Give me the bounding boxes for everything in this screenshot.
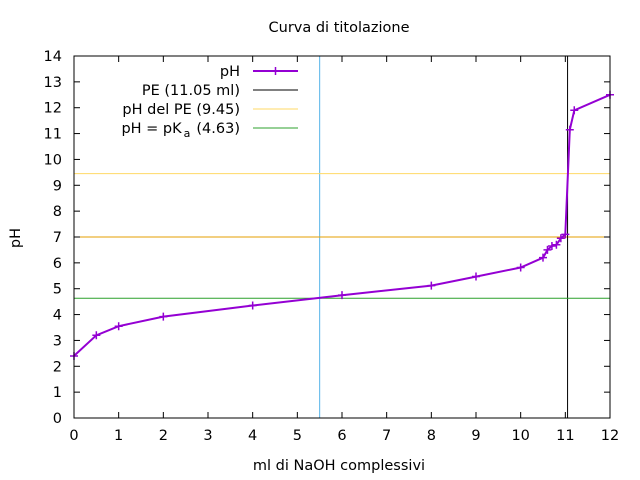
legend-label-subscript: a xyxy=(184,127,191,140)
data-point-marker xyxy=(338,291,346,300)
x-tick-label: 4 xyxy=(248,428,257,444)
data-point-marker xyxy=(159,312,168,321)
y-tick-label: 6 xyxy=(53,256,62,272)
legend-label: pH xyxy=(220,64,240,80)
y-tick-label: 7 xyxy=(53,230,62,246)
data-point-marker xyxy=(556,234,565,243)
x-tick-label: 5 xyxy=(293,428,302,444)
x-tick-label: 0 xyxy=(69,428,78,444)
y-tick-label: 14 xyxy=(44,49,62,65)
data-point-marker xyxy=(547,242,556,251)
y-tick-label: 2 xyxy=(53,359,62,375)
y-tick-label: 12 xyxy=(44,101,62,117)
x-tick-label: 2 xyxy=(159,428,168,444)
y-tick-label: 10 xyxy=(44,152,62,168)
legend-label: pH del PE (9.45) xyxy=(122,102,240,118)
data-point-marker xyxy=(561,230,570,239)
data-point-marker xyxy=(539,253,547,262)
y-tick-label: 5 xyxy=(53,282,62,298)
y-tick-label: 0 xyxy=(53,411,62,427)
x-tick-label: 12 xyxy=(601,428,619,444)
legend-label-suffix: (4.63) xyxy=(196,121,240,137)
y-tick-label: 1 xyxy=(53,385,62,401)
data-point-marker xyxy=(114,322,123,331)
data-point-marker xyxy=(427,281,436,290)
data-series xyxy=(70,90,614,360)
legend-marker xyxy=(271,67,280,75)
y-tick-label: 11 xyxy=(44,127,62,143)
y-axis-label: pH xyxy=(8,228,24,248)
x-tick-label: 9 xyxy=(471,428,480,444)
chart-title: Curva di titolazione xyxy=(269,20,410,36)
x-tick-label: 10 xyxy=(511,428,529,444)
y-tick-label: 3 xyxy=(53,333,62,349)
x-tick-label: 8 xyxy=(427,428,436,444)
data-point-marker xyxy=(92,331,101,340)
y-tick-label: 9 xyxy=(53,178,62,194)
data-point-marker xyxy=(570,106,579,115)
data-point-marker xyxy=(472,272,480,281)
legend: pH PE (11.05 ml) pH del PE (9.45) pH = pK a (… xyxy=(121,64,298,140)
x-tick-label: 7 xyxy=(382,428,391,444)
legend-label-main: pH = pK xyxy=(121,121,182,137)
plot-frame xyxy=(73,55,611,419)
x-tick-label: 3 xyxy=(203,428,212,444)
series-line-ph xyxy=(73,93,611,357)
x-axis-label: ml di NaOH complessivi xyxy=(253,458,425,474)
y-tick-label: 13 xyxy=(44,75,62,91)
legend-label: pH = pK a (4.63) xyxy=(121,121,240,140)
data-point-marker xyxy=(248,301,257,310)
data-point-marker xyxy=(516,263,525,272)
y-tick-label: 8 xyxy=(53,204,62,220)
data-point-marker xyxy=(552,240,561,249)
data-point-marker xyxy=(565,125,574,134)
data-point-marker xyxy=(543,245,552,254)
legend-label: PE (11.05 ml) xyxy=(142,83,240,99)
x-tick-label: 11 xyxy=(556,428,574,444)
y-tick-label: 4 xyxy=(53,308,62,324)
x-tick-label: 6 xyxy=(337,428,346,444)
x-tick-label: 1 xyxy=(114,428,123,444)
